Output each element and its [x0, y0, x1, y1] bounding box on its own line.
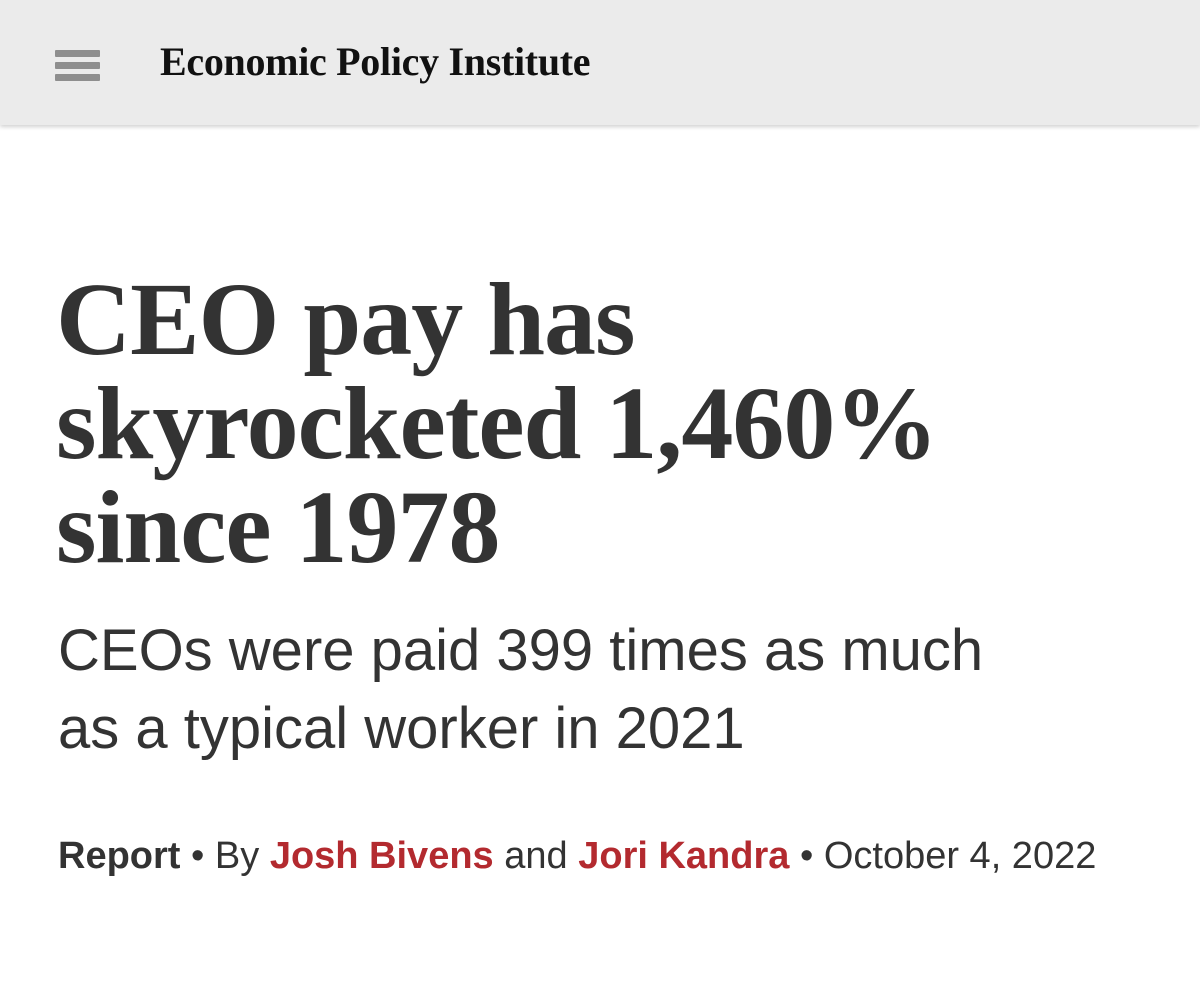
- subtitle-line: as a typical worker in 2021: [58, 696, 745, 761]
- date: October 4, 2022: [823, 835, 1097, 877]
- and: and: [504, 835, 568, 877]
- site-title[interactable]: Economic Policy Institute: [160, 39, 591, 84]
- headline-line: since 1978: [56, 470, 501, 585]
- headline-line: CEO pay has: [56, 262, 636, 377]
- separator: •: [191, 835, 205, 877]
- menu-button[interactable]: [55, 50, 100, 82]
- subtitle-line: CEOs were paid 399 times as much: [58, 618, 984, 683]
- separator: •: [799, 835, 814, 877]
- report-type: Report: [58, 835, 181, 877]
- subtitle: CEOs were paid 399 times as much as a ty…: [58, 612, 983, 768]
- byline: Report • By Josh Bivens and Jori Kandra …: [58, 826, 1138, 886]
- top-bar: Economic Policy Institute: [0, 0, 1200, 125]
- author-link[interactable]: Jori Kandra: [578, 835, 790, 877]
- by: By: [214, 835, 260, 877]
- headline-line: skyrocketed 1,460%: [56, 366, 938, 481]
- headline: CEO pay has skyrocketed 1,460% since 197…: [56, 262, 938, 585]
- author-link[interactable]: Josh Bivens: [269, 835, 494, 877]
